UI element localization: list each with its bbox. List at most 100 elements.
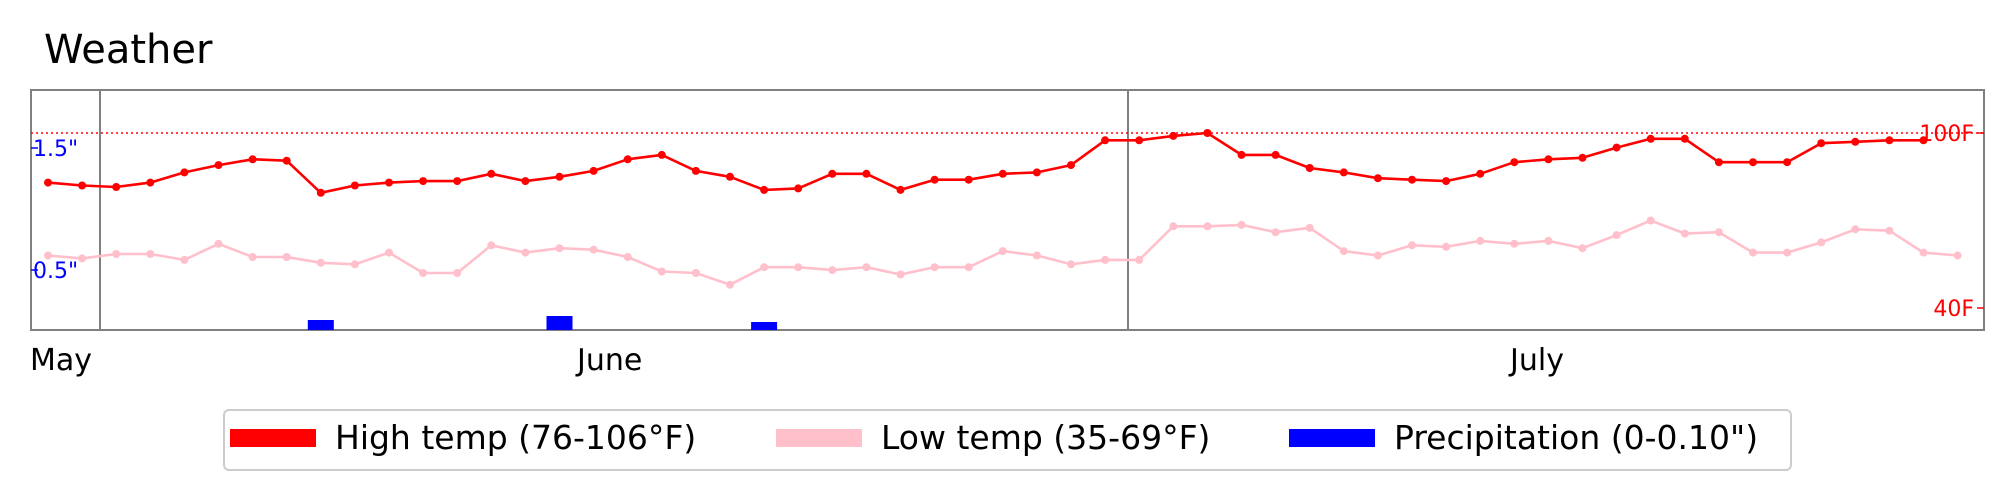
low-temp-point (1408, 241, 1416, 250)
low-temp-point (964, 263, 973, 272)
high-temp-point (1544, 155, 1553, 164)
high-temp-point (1305, 164, 1314, 172)
high-temp-point (350, 181, 359, 190)
high-temp-point (1408, 175, 1416, 184)
high-temp-point (1510, 158, 1519, 167)
high-temp-point (180, 168, 189, 177)
high-temp-point (112, 183, 121, 191)
high-temp-point (1646, 134, 1655, 143)
low-temp-point (726, 280, 734, 289)
low-temp-point (350, 260, 359, 269)
low-temp-point (1919, 248, 1928, 257)
low-temp-point (180, 255, 189, 264)
low-temp-point (146, 250, 155, 258)
low-temp-point (1476, 236, 1485, 245)
high-temp-point (282, 156, 291, 165)
precipitation-bars (307, 316, 778, 330)
precipitation-bar (307, 320, 334, 330)
plot-frame (30, 89, 1985, 331)
legend: High temp (76-106°F) Low temp (35-69°F) … (223, 409, 1792, 471)
high-temp-point (1442, 177, 1451, 186)
high-temp-point (1885, 136, 1894, 145)
legend-label-precip: Precipitation (0-0.10") (1394, 418, 1758, 457)
high-temp-point (1578, 153, 1587, 162)
low-temp-point (1373, 251, 1382, 260)
low-temp-point (1510, 239, 1519, 248)
high-temp-point (760, 185, 769, 194)
high-temp-point (862, 169, 871, 178)
low-temp-point (419, 269, 428, 277)
high-temp-point (1817, 139, 1826, 148)
low-temp-point (248, 253, 257, 261)
legend-box (223, 409, 1792, 471)
low-temp-point (930, 263, 939, 272)
low-temp-point (1851, 225, 1860, 234)
high-temp-point (1237, 150, 1246, 159)
low-temp-point (760, 263, 769, 272)
low-temp-point (1169, 222, 1178, 231)
low-temp-point (316, 258, 325, 267)
low-temp-point (691, 269, 700, 277)
temp-tick-label: 100F (1919, 122, 1974, 147)
high-temp-point (964, 175, 973, 184)
high-temp-point (896, 185, 905, 194)
low-temp-point (1646, 216, 1655, 225)
high-temp-point (1680, 134, 1689, 143)
low-temp-point (1135, 255, 1144, 264)
high-temp-point (146, 178, 155, 187)
legend-label-high: High temp (76-106°F) (335, 418, 696, 457)
low-temp-point (214, 239, 223, 248)
low-temp-point (1203, 222, 1212, 231)
high-temp-point (453, 177, 462, 186)
low-temp-point (385, 248, 393, 257)
precipitation-bar (751, 322, 778, 330)
low-temp-point (1885, 226, 1894, 235)
series-points (44, 129, 1962, 289)
high-temp-point (555, 172, 564, 181)
legend-swatch-low (776, 429, 862, 447)
low-temp-point (78, 254, 87, 263)
low-temp-point (1714, 228, 1723, 237)
high-temp-point (1203, 129, 1212, 137)
x-tick-label: May (30, 343, 92, 378)
high-temp-point (589, 166, 598, 175)
low-temp-point (1101, 255, 1110, 264)
low-temp-point (1953, 251, 1962, 260)
low-temp-point (1032, 251, 1041, 260)
high-temp-point (1749, 158, 1757, 167)
high-temp-point (691, 166, 700, 175)
low-temp-point (1749, 248, 1757, 257)
x-tick-label: June (575, 343, 642, 378)
low-temp-point (1612, 231, 1621, 240)
high-temp-point (1339, 168, 1348, 177)
high-temp-point (316, 188, 325, 197)
low-temp-point (1817, 238, 1826, 247)
x-tick-label: July (1508, 343, 1564, 378)
high-temp-point (419, 177, 428, 186)
precip-tick-label: 1.5" (33, 137, 78, 162)
chart-title: Weather (44, 27, 213, 73)
low-temp-point (1578, 244, 1587, 253)
precip-tick-label: 0.5" (33, 259, 78, 284)
low-temp-point (1067, 260, 1075, 269)
high-temp-point (1101, 136, 1110, 145)
high-temp-line (47, 131, 1924, 195)
low-temp-point (998, 247, 1007, 256)
high-temp-point (828, 169, 837, 178)
high-temp-point (385, 178, 393, 187)
low-temp-point (1237, 220, 1246, 229)
low-temp-point (1442, 242, 1451, 251)
low-temp-point (1680, 229, 1689, 238)
high-temp-point (1169, 131, 1178, 140)
high-temp-point (726, 172, 734, 181)
low-temp-point (1305, 223, 1314, 232)
legend-swatch-precip (1289, 429, 1375, 447)
high-temp-point (1783, 158, 1792, 167)
low-temp-point (896, 270, 905, 279)
high-temp-point (930, 175, 939, 184)
legend-label-low: Low temp (35-69°F) (881, 418, 1210, 457)
low-temp-point (453, 269, 462, 277)
high-temp-point (521, 177, 530, 186)
high-temp-point (44, 178, 52, 187)
